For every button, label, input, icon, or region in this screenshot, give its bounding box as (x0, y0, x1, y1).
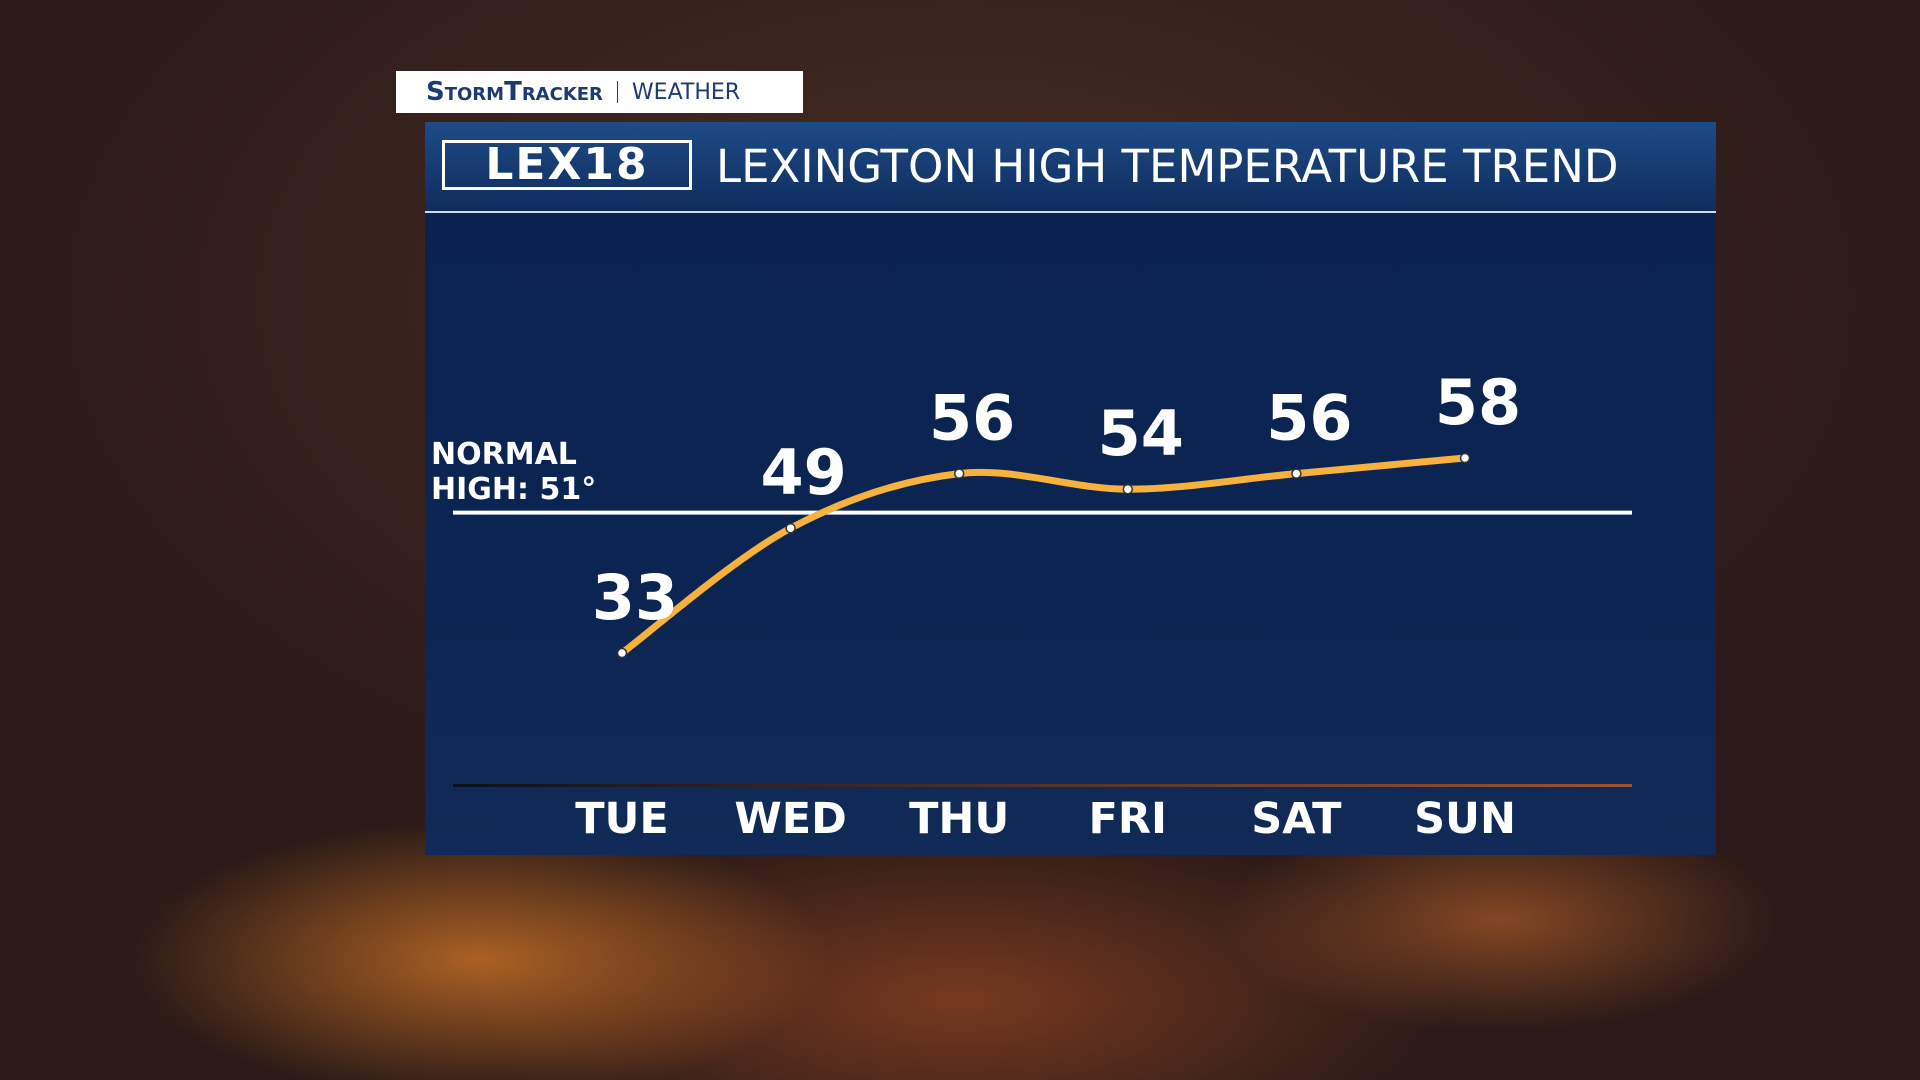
line (618, 454, 1469, 657)
logo: LEX18 (442, 140, 692, 190)
x-tick-label: TUE (575, 794, 669, 844)
value-label: 56 (1266, 382, 1352, 455)
x-tick-label: FRI (1089, 794, 1167, 844)
point (953, 468, 965, 479)
normal-label: NORMAL HIGH: 51° (431, 437, 597, 507)
point (1122, 483, 1134, 495)
value-label: 58 (1435, 366, 1521, 439)
value-label: 49 (760, 436, 846, 509)
point (1291, 468, 1302, 479)
brand-tab: StormTracker WEATHER (396, 71, 803, 113)
section: WEATHER (631, 79, 741, 105)
value-label: 56 (929, 382, 1015, 455)
brand: StormTracker (426, 77, 603, 107)
x-tick-label: WED (734, 794, 847, 844)
separator (616, 81, 618, 103)
x-tick-label: THU (909, 794, 1009, 844)
x-tick-label: SUN (1414, 794, 1516, 844)
value-label: 33 (592, 561, 678, 634)
value-label: 54 (1098, 397, 1184, 470)
header-bar: LEX18 LEXINGTON HIGH TEMPERATURE TREND (425, 122, 1716, 213)
panel: LEX18 LEXINGTON HIGH TEMPERATURE TREND (425, 122, 1716, 855)
baseline (453, 784, 1632, 787)
point (785, 522, 796, 534)
x-tick-label: SAT (1251, 794, 1342, 844)
point (1459, 452, 1471, 464)
point (616, 647, 628, 659)
chart-title: LEXINGTON HIGH TEMPERATURE TREND (716, 140, 1619, 193)
